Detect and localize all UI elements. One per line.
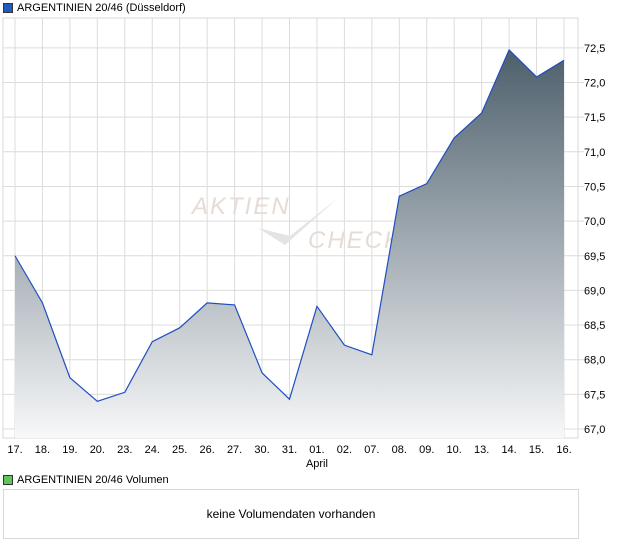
x-tick-label: 10. (447, 444, 462, 456)
x-tick-label: 18. (35, 444, 50, 456)
x-tick-label: 15. (529, 444, 544, 456)
x-tick-label: 30. (254, 444, 269, 456)
x-tick-label: 19. (62, 444, 77, 456)
x-month-label: April (306, 458, 328, 470)
x-tick-label: 20. (90, 444, 105, 456)
legend-swatch (3, 475, 13, 485)
x-tick-label: 07. (364, 444, 379, 456)
watermark-logo: AKTIEN (190, 193, 291, 220)
no-volume-message: keine Volumendaten vorhanden (206, 507, 376, 521)
x-tick-label: 02. (337, 444, 352, 456)
y-tick-label: 68,5 (584, 320, 605, 332)
x-tick-label: 14. (501, 444, 516, 456)
x-tick-label: 17. (7, 444, 22, 456)
price-area (15, 49, 564, 438)
y-tick-label: 67,5 (584, 389, 605, 401)
y-tick-label: 70,5 (584, 181, 605, 193)
y-tick-label: 69,5 (584, 251, 605, 263)
volume-panel: keine Volumendaten vorhanden (3, 489, 579, 539)
chart-title: ARGENTINIEN 20/46 (Düsseldorf) (17, 2, 186, 14)
x-tick-label: 25. (172, 444, 187, 456)
y-tick-label: 70,0 (584, 216, 605, 228)
y-tick-label: 68,0 (584, 355, 605, 367)
volume-title: ARGENTINIEN 20/46 Volumen (17, 474, 169, 486)
volume-legend: ARGENTINIEN 20/46 Volumen (3, 474, 169, 486)
x-tick-label: 01. (309, 444, 324, 456)
y-tick-label: 72,5 (584, 43, 605, 55)
x-tick-label: 13. (474, 444, 489, 456)
x-tick-label: 27. (227, 444, 242, 456)
price-chart: 67,0 67,5 68,0 68,5 69,0 69,5 70,0 70,5 71,0 71,5… (2, 17, 605, 470)
y-tick-label: 71,5 (584, 112, 605, 124)
y-tick-label: 72,0 (584, 78, 605, 90)
y-tick-label: 71,0 (584, 147, 605, 159)
watermark-logo: CHECK (308, 227, 402, 254)
watermark-check (258, 198, 338, 245)
x-tick-label: 26. (200, 444, 215, 456)
x-tick-label: 24. (145, 444, 160, 456)
x-tick-label: 16. (556, 444, 571, 456)
x-tick-label: 23. (117, 444, 132, 456)
x-tick-label: 08. (392, 444, 407, 456)
price-legend: ARGENTINIEN 20/46 (Düsseldorf) (3, 2, 186, 14)
y-tick-label: 69,0 (584, 285, 605, 297)
y-tick-label: 67,0 (584, 424, 605, 436)
x-tick-label: 31. (282, 444, 297, 456)
legend-swatch (3, 3, 13, 13)
x-tick-label: 09. (419, 444, 434, 456)
